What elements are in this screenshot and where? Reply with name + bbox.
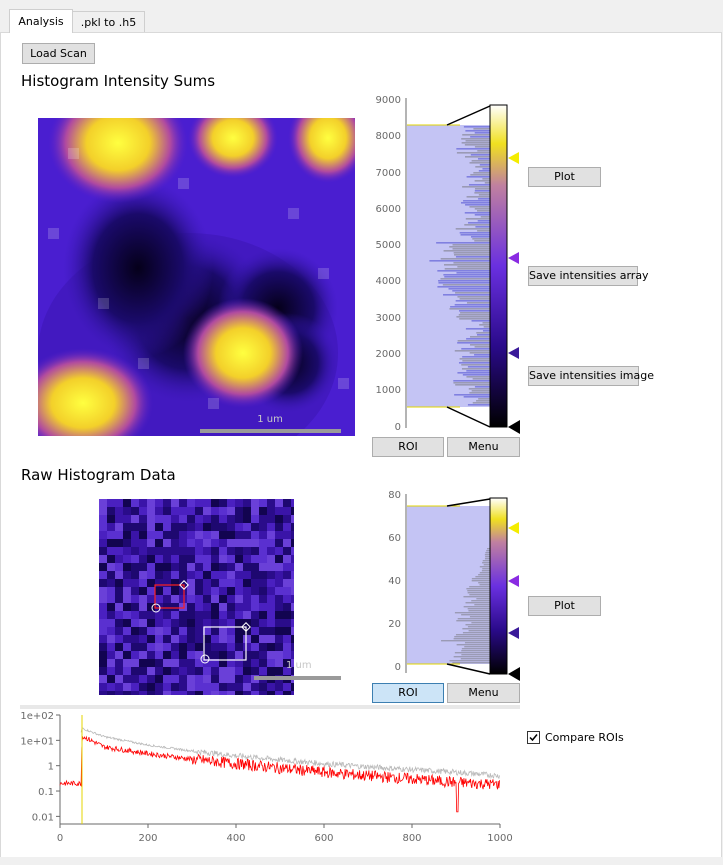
raw-image-noise bbox=[99, 499, 294, 695]
roi-2-white[interactable] bbox=[203, 626, 247, 661]
y-tick-label: 1e+01 bbox=[20, 736, 54, 747]
load-scan-button[interactable]: Load Scan bbox=[22, 43, 95, 64]
histogram-lut-top[interactable]: 9000 8000 7000 6000 5000 4000 3000 2000 … bbox=[372, 90, 527, 435]
tick-5000: 5000 bbox=[376, 240, 401, 251]
tab-bar: Analysis .pkl to .h5 bbox=[0, 0, 723, 33]
tab-pkl-to-h5[interactable]: .pkl to .h5 bbox=[72, 11, 145, 32]
y-tick-label: 1e+02 bbox=[20, 711, 54, 722]
scale-label-bottom: 1 um bbox=[286, 660, 312, 671]
y-tick-label: 1 bbox=[48, 762, 54, 773]
raw-histogram-title: Raw Histogram Data bbox=[21, 466, 176, 484]
y-tick-label: 0.01 bbox=[32, 812, 54, 823]
raw-histogram-image[interactable] bbox=[99, 499, 294, 695]
tick-7000: 7000 bbox=[376, 168, 401, 179]
tick-4000: 4000 bbox=[376, 276, 401, 287]
roi-1-red[interactable] bbox=[154, 584, 185, 609]
scale-bar-bottom bbox=[254, 676, 341, 680]
tick-3000: 3000 bbox=[376, 313, 401, 324]
roi-1-resize[interactable] bbox=[179, 580, 189, 590]
tick-9000: 9000 bbox=[376, 95, 401, 106]
x-tick-label: 600 bbox=[314, 833, 333, 844]
compare-rois-checkbox[interactable] bbox=[527, 731, 540, 744]
plot-splitter[interactable] bbox=[20, 705, 520, 709]
tick-0-bottom: 0 bbox=[395, 662, 401, 673]
roi-comparison-plot[interactable]: 1e+02 1e+01 1 0.1 0.010 200 400 600 800 1000 bbox=[20, 709, 520, 849]
tick-8000: 8000 bbox=[376, 131, 401, 142]
tick-0: 0 bbox=[395, 422, 401, 433]
tick-40: 40 bbox=[388, 576, 401, 587]
checkmark-icon bbox=[529, 734, 538, 742]
scale-label-top: 1 um bbox=[257, 414, 283, 425]
intensity-sums-image[interactable]: 1 um bbox=[38, 118, 355, 436]
x-tick-label: 400 bbox=[226, 833, 245, 844]
roi-2-handle[interactable] bbox=[200, 654, 210, 664]
x-tick-label: 800 bbox=[402, 833, 421, 844]
x-tick-label: 1000 bbox=[487, 833, 512, 844]
tick-80: 80 bbox=[388, 490, 401, 501]
hist-sums-title: Histogram Intensity Sums bbox=[21, 72, 216, 90]
tick-6000: 6000 bbox=[376, 204, 401, 215]
roi-1-handle[interactable] bbox=[151, 603, 161, 613]
tab-analysis[interactable]: Analysis bbox=[9, 9, 73, 33]
x-tick-label: 200 bbox=[138, 833, 157, 844]
tick-2000: 2000 bbox=[376, 349, 401, 360]
series-roi-1-red bbox=[59, 735, 500, 813]
menu-button-bottom[interactable]: Menu bbox=[447, 683, 520, 703]
histogram-lut-bottom[interactable]: 80 60 40 20 0 bbox=[372, 488, 527, 684]
y-tick-label: 0.1 bbox=[38, 787, 54, 798]
plot-button-top[interactable]: Plot bbox=[528, 167, 601, 187]
histogram-bars-bottom bbox=[441, 548, 491, 664]
roi-button-top[interactable]: ROI bbox=[372, 437, 444, 457]
roi-button-bottom[interactable]: ROI bbox=[372, 683, 444, 703]
tick-20: 20 bbox=[388, 619, 401, 630]
tick-60: 60 bbox=[388, 533, 401, 544]
x-tick-label: 0 bbox=[57, 833, 63, 844]
plot-button-bottom[interactable]: Plot bbox=[528, 596, 601, 616]
save-intensities-image-button[interactable]: Save intensities image bbox=[528, 366, 654, 386]
roi-2-resize[interactable] bbox=[241, 622, 251, 632]
compare-rois-label: Compare ROIs bbox=[545, 731, 624, 744]
menu-button-top[interactable]: Menu bbox=[447, 437, 520, 457]
save-intensities-array-button[interactable]: Save intensities array bbox=[528, 266, 649, 286]
series-roi-2-gray bbox=[80, 727, 500, 780]
status-strip bbox=[0, 857, 723, 865]
tick-1000: 1000 bbox=[376, 385, 401, 396]
histogram-bars-top bbox=[429, 126, 491, 406]
